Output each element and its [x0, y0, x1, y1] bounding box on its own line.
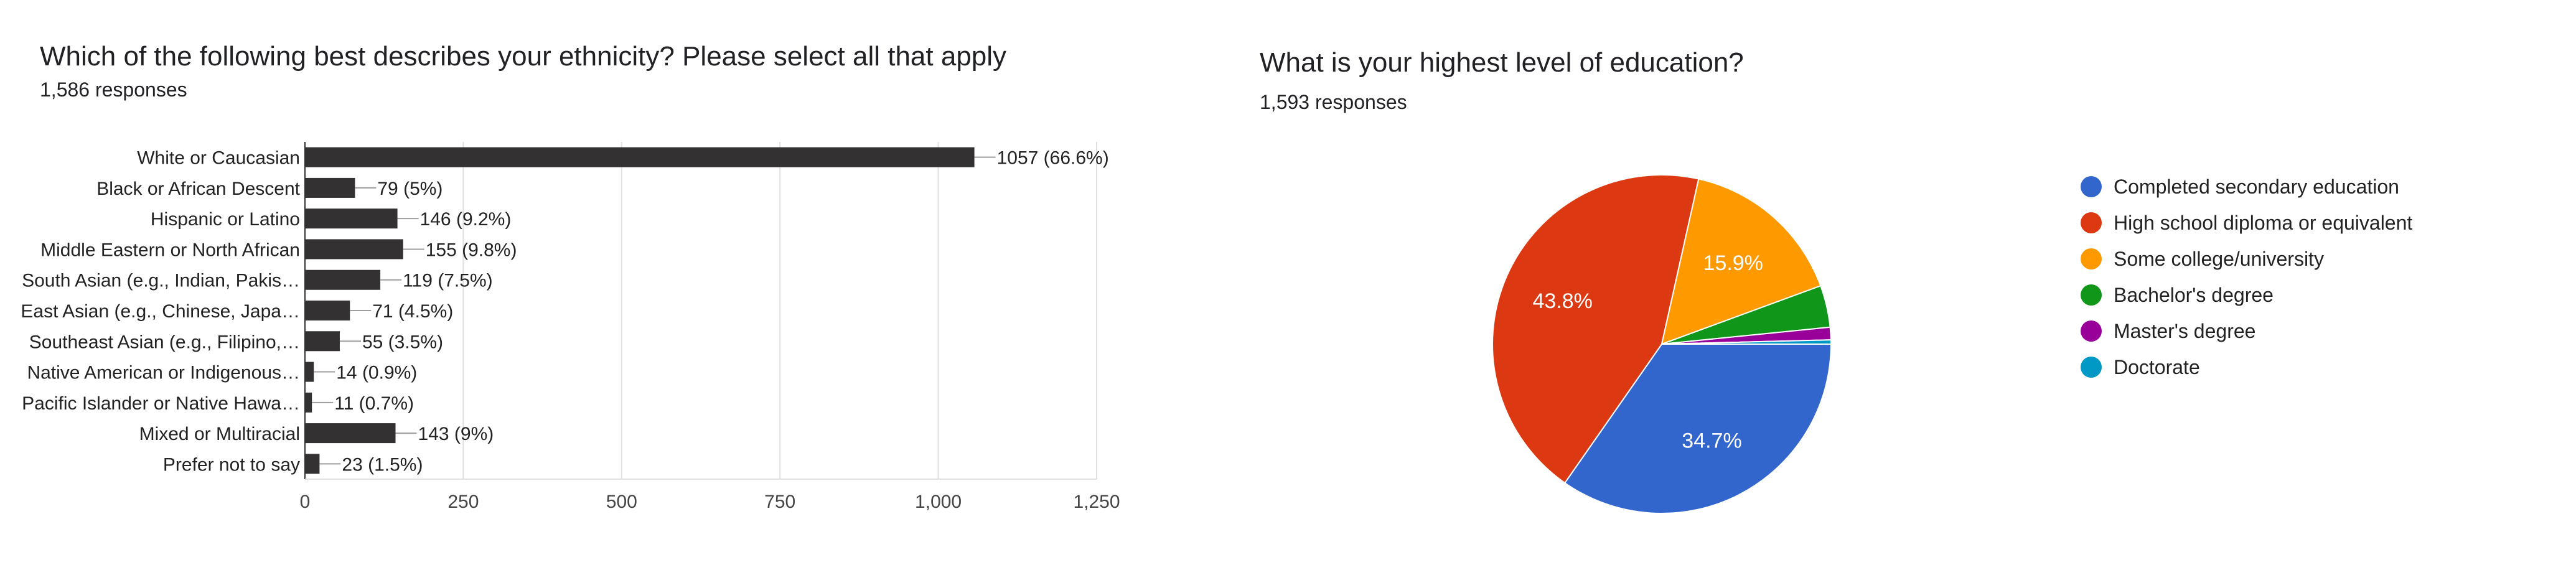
bar [305, 392, 312, 413]
ethnicity-chart-panel: Which of the following best describes yo… [0, 0, 1239, 575]
pie-slice [1661, 339, 1832, 345]
slice-label: 43.8% [1532, 289, 1592, 313]
x-tick-label: 1,000 [915, 492, 962, 512]
bar-chart: 0 250 500 750 1,000 1,250 White or Caucasian 10… [21, 142, 1120, 512]
pie-chart: 34.7% 43.8% 15.9% Completed secondary educa… [1492, 174, 2412, 514]
x-tick-label: 750 [764, 492, 795, 512]
data-label: 119 (7.5%) [403, 271, 493, 291]
data-label: 143 (9%) [418, 424, 494, 444]
legend-swatch [2081, 357, 2102, 378]
bar [305, 147, 975, 167]
bar [305, 208, 398, 229]
chart-title: What is your highest level of education? [1260, 47, 1744, 78]
bar [305, 177, 355, 198]
bar [305, 301, 350, 320]
category-label: Middle Eastern or North African [40, 240, 300, 260]
legend-swatch [2081, 248, 2102, 269]
bar [305, 331, 340, 352]
pie-slice [1563, 344, 1832, 514]
x-tick-label: 0 [300, 492, 311, 512]
bar [305, 362, 314, 382]
legend-label: Completed secondary education [2114, 175, 2399, 198]
education-chart-panel: What is your highest level of education?… [1239, 0, 2576, 575]
pie-slice [1660, 178, 1822, 345]
legend-label: Some college/university [2114, 248, 2324, 270]
bar [305, 423, 396, 444]
response-count: 1,586 responses [40, 78, 187, 101]
legend-swatch [2081, 284, 2102, 306]
category-label: Prefer not to say [163, 454, 300, 475]
category-label: Hispanic or Latino [151, 209, 300, 230]
category-label: Native American or Indigenous… [27, 363, 300, 383]
legend-label: High school diploma or equivalent [2114, 212, 2412, 234]
data-label: 14 (0.9%) [336, 363, 417, 383]
legend-label: Bachelor's degree [2114, 284, 2274, 306]
slice-label: 34.7% [1682, 429, 1741, 452]
legend-swatch [2081, 212, 2102, 233]
data-label: 1057 (66.6%) [997, 148, 1109, 169]
data-label: 55 (3.5%) [362, 332, 443, 352]
legend-label: Master's degree [2114, 320, 2255, 342]
data-label: 155 (9.8%) [426, 240, 517, 260]
response-count: 1,593 responses [1260, 91, 1407, 113]
data-label: 23 (1.5%) [342, 454, 423, 475]
category-label: Black or African Descent [96, 179, 300, 199]
x-tick-label: 250 [447, 492, 479, 512]
category-label: Southeast Asian (e.g., Filipino,… [29, 332, 300, 352]
bar [305, 269, 381, 290]
data-label: 146 (9.2%) [420, 209, 512, 230]
x-tick-label: 1,250 [1073, 492, 1120, 512]
category-label: South Asian (e.g., Indian, Pakis… [22, 271, 300, 291]
legend-swatch [2081, 176, 2102, 197]
slice-label: 15.9% [1703, 251, 1763, 275]
category-label: East Asian (e.g., Chinese, Japa… [21, 301, 300, 322]
category-label: Mixed or Multiracial [139, 424, 300, 444]
pie-slice [1492, 174, 1700, 484]
x-tick-label: 500 [606, 492, 637, 512]
data-label: 11 (0.7%) [334, 393, 414, 414]
data-label: 79 (5%) [377, 179, 443, 199]
legend-swatch [2081, 320, 2102, 342]
bar [305, 454, 320, 474]
data-label: 71 (4.5%) [372, 301, 453, 322]
category-label: White or Caucasian [137, 148, 300, 169]
bar [305, 239, 403, 259]
legend-label: Doctorate [2114, 356, 2200, 378]
category-label: Pacific Islander or Native Hawa… [22, 393, 300, 414]
chart-title: Which of the following best describes yo… [40, 41, 1007, 72]
